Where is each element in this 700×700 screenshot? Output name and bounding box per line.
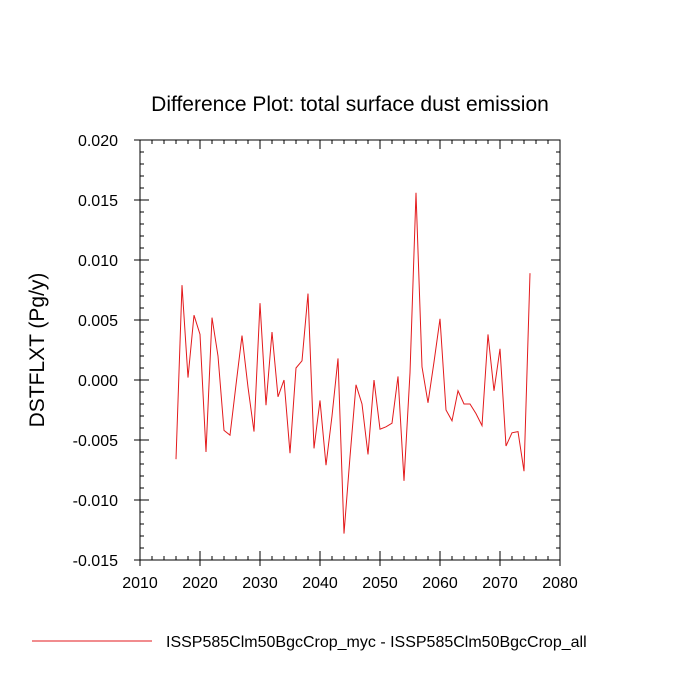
y-tick-label: 0.000 <box>78 373 118 390</box>
y-tick-label: -0.010 <box>73 493 118 510</box>
y-tick-label: -0.005 <box>73 433 118 450</box>
x-tick-label: 2010 <box>122 575 158 592</box>
y-tick-label: 0.010 <box>78 253 118 270</box>
legend-label: ISSP585Clm50BgcCrop_myc - ISSP585Clm50Bg… <box>166 634 587 651</box>
legend: ISSP585Clm50BgcCrop_myc - ISSP585Clm50Bg… <box>32 634 587 651</box>
series-line <box>175 192 531 534</box>
x-tick-label: 2070 <box>482 575 518 592</box>
chart-title: Difference Plot: total surface dust emis… <box>151 93 549 116</box>
x-tick-label: 2030 <box>242 575 278 592</box>
x-tick-label: 2060 <box>422 575 458 592</box>
plot-frame <box>139 139 561 561</box>
y-tick-label: 0.015 <box>78 193 118 210</box>
y-tick-label: 0.020 <box>78 133 118 150</box>
x-tick-label: 2040 <box>302 575 338 592</box>
y-tick-label: 0.005 <box>78 313 118 330</box>
x-tick-label: 2050 <box>362 575 398 592</box>
plot-border <box>139 139 561 561</box>
series-layer <box>175 192 531 534</box>
y-axis-label: DSTFLXT (Pg/y) <box>26 273 49 428</box>
y-tick-label: -0.015 <box>73 553 118 570</box>
x-tick-label: 2020 <box>182 575 218 592</box>
x-tick-label: 2080 <box>542 575 578 592</box>
axis-ticks: 2010 2020 2030 2040 2050 2060 2070 2080 -0.015 -0… <box>73 133 578 592</box>
